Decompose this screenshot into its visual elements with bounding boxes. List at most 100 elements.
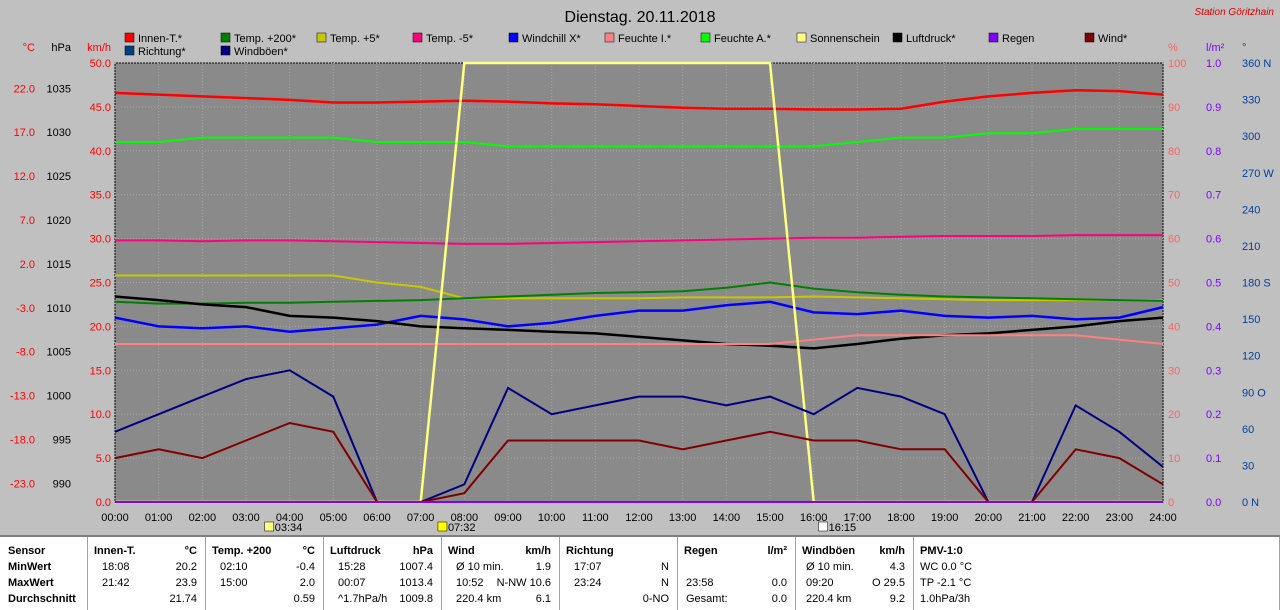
axis-tick-rain: 0.7 xyxy=(1206,190,1221,202)
legend-label: Temp. -5* xyxy=(426,33,474,45)
axis-tick-pressure: 1015 xyxy=(47,259,71,271)
axis-tick-rain: 1.0 xyxy=(1206,58,1221,70)
legend-label: Wind* xyxy=(1098,33,1128,45)
axis-tick-wind: 15.0 xyxy=(90,365,111,377)
legend-swatch xyxy=(892,32,903,43)
stats-time: 220.4 km xyxy=(456,593,502,605)
axis-tick-humidity: 70 xyxy=(1168,190,1180,202)
series-line-innen-t- xyxy=(114,88,1164,111)
axis-tick-pressure: 1000 xyxy=(47,391,71,403)
stats-time: 17:07 xyxy=(574,561,602,573)
stats-header: Wind xyxy=(448,545,475,557)
axis-tick-temp: 17.0 xyxy=(14,127,35,139)
x-tick-label: 09:00 xyxy=(494,512,522,524)
axis-tick-direction: 330 xyxy=(1242,95,1260,107)
legend-label: Feuchte I.* xyxy=(618,33,672,45)
stats-value: 23.9 xyxy=(175,577,197,589)
stats-value: N-NW 10.6 xyxy=(496,577,551,589)
stats-windboeen: Windböen km/h Ø 10 min. 4.3 09:20 O 29.5 220.4… xyxy=(796,537,914,610)
legend-swatch xyxy=(124,32,135,43)
stats-time: ^1.7hPa/h xyxy=(338,593,388,605)
legend-label: Temp. +200* xyxy=(234,33,297,45)
x-tick-label: 15:00 xyxy=(756,512,784,524)
stats-header: Temp. +200 xyxy=(212,545,272,557)
axis-unit-direction: ° xyxy=(1242,42,1246,54)
stats-value: N xyxy=(661,561,669,573)
x-tick-label: 08:00 xyxy=(451,512,479,524)
stats-value: 1.9 xyxy=(535,561,551,573)
axis-tick-rain: 0.9 xyxy=(1206,102,1221,114)
x-tick-label: 11:00 xyxy=(582,512,609,524)
stats-value: 20.2 xyxy=(175,561,197,573)
axis-tick-direction: 270 W xyxy=(1242,168,1274,180)
stats-value: TP -2.1 °C xyxy=(920,577,972,589)
x-tick-label: 00:00 xyxy=(101,512,129,524)
legend-label: Sonnenschein xyxy=(810,33,880,45)
axis-tick-pressure: 1010 xyxy=(47,303,71,315)
legend-label: Windchill X* xyxy=(522,33,581,45)
axis-tick-humidity: 20 xyxy=(1168,409,1180,421)
marker-sunrise-icon xyxy=(437,521,448,532)
axis-tick-humidity: 90 xyxy=(1168,102,1180,114)
axis-tick-direction: 240 xyxy=(1242,204,1260,216)
axis-tick-wind: 45.0 xyxy=(90,102,111,114)
stats-value: 1007.4 xyxy=(399,561,433,573)
sensor-header: Sensor xyxy=(8,545,46,557)
axis-unit-humidity: % xyxy=(1168,42,1178,54)
x-tick-label: 10:00 xyxy=(538,512,566,524)
marker-moonset-label: 03:34 xyxy=(275,522,303,534)
x-tick-label: 24:00 xyxy=(1149,512,1177,524)
stats-luftdruck: Luftdruck hPa 15:28 1007.4 00:07 1013.4 ^1.7hP… xyxy=(324,537,442,610)
marker-moonrise-label: 16:15 xyxy=(829,522,857,534)
stats-innen: Innen-T. °C 18:08 20.2 21:42 23.9 21.74 xyxy=(88,537,206,610)
stats-value: 0.59 xyxy=(293,593,315,605)
legend-label: Temp. +5* xyxy=(330,33,381,45)
stats-richtung: Richtung 17:07 N 23:24 N 0-NO xyxy=(560,537,678,610)
weather-chart: Dienstag. 20.11.2018 Innen-T.* Temp. +200… xyxy=(10,9,1274,534)
axis-tick-temp: -18.0 xyxy=(10,435,35,447)
stats-time: 220.4 km xyxy=(806,593,852,605)
min-label: MinWert xyxy=(8,561,52,573)
axis-tick-temp: 12.0 xyxy=(14,171,35,183)
stats-unit: °C xyxy=(302,545,315,557)
stats-time: 15:28 xyxy=(338,561,366,573)
x-tick-label: 21:00 xyxy=(1018,512,1046,524)
stats-value: 2.0 xyxy=(299,577,315,589)
x-tick-label: 05:00 xyxy=(320,512,348,524)
series-line-windchill-x- xyxy=(114,300,1164,333)
legend-label: Regen xyxy=(1002,33,1034,45)
x-tick-label: 02:00 xyxy=(189,512,217,524)
axis-tick-temp: 7.0 xyxy=(20,215,35,227)
stats-regen: Regen l/m² 23:58 0.0 Gesamt: 0.0 xyxy=(678,537,796,610)
stats-value: WC 0.0 °C xyxy=(920,561,973,573)
stats-value: 0.0 xyxy=(771,593,787,605)
stats-time: 09:20 xyxy=(806,577,834,589)
stats-header: Windböen xyxy=(802,545,856,557)
axis-tick-wind: 25.0 xyxy=(90,278,111,290)
x-tick-label: 14:00 xyxy=(713,512,741,524)
stats-value: N xyxy=(661,577,669,589)
axis-tick-humidity: 50 xyxy=(1168,278,1180,290)
axes: °C 22.0 17.0 12.0 7.0 2.0 -3.0 -8.0 -13.0 -18.0 -2… xyxy=(10,42,1274,534)
axis-tick-direction: 90 O xyxy=(1242,387,1266,399)
stats-panel: Sensor MinWert MaxWert Durchschnitt Inne… xyxy=(0,535,1280,610)
legend-swatch xyxy=(220,45,231,56)
axis-unit-temp: °C xyxy=(23,42,35,54)
legend-label: Luftdruck* xyxy=(906,33,956,45)
max-label: MaxWert xyxy=(8,577,54,589)
axis-tick-rain: 0.6 xyxy=(1206,234,1221,246)
x-tick-label: 23:00 xyxy=(1106,512,1134,524)
stats-unit: km/h xyxy=(879,545,905,557)
x-tick-label: 12:00 xyxy=(625,512,653,524)
axis-tick-rain: 0.1 xyxy=(1206,453,1221,465)
axis-tick-humidity: 30 xyxy=(1168,365,1180,377)
legend-label: Windböen* xyxy=(234,46,289,58)
axis-tick-direction: 180 S xyxy=(1242,278,1271,290)
axis-tick-wind: 0.0 xyxy=(96,497,111,509)
axis-tick-humidity: 40 xyxy=(1168,321,1180,333)
legend-swatch xyxy=(988,32,999,43)
axis-tick-direction: 120 xyxy=(1242,351,1260,363)
series-line-temp-200- xyxy=(114,281,1164,305)
stats-value: -0.4 xyxy=(296,561,315,573)
legend-swatch xyxy=(796,32,807,43)
